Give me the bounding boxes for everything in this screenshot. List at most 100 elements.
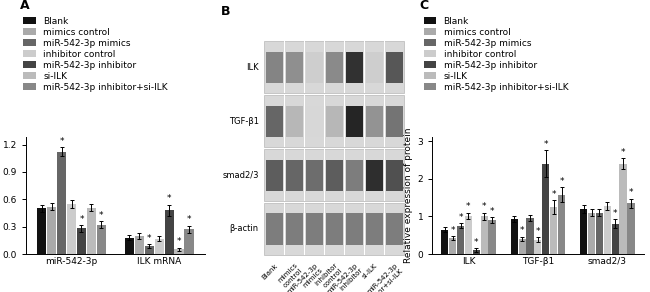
Bar	[57, 152, 66, 254]
Text: *: *	[450, 226, 455, 234]
Bar	[304, 203, 305, 255]
Text: *: *	[543, 140, 548, 149]
Bar	[364, 95, 365, 147]
Bar	[346, 213, 363, 244]
Bar	[326, 159, 343, 191]
Bar	[344, 149, 345, 201]
Bar	[47, 207, 57, 254]
Bar	[344, 95, 345, 147]
Bar	[145, 246, 154, 254]
Bar	[87, 208, 96, 254]
Text: miR-542-3p
inhibitor: miR-542-3p inhibitor	[326, 262, 363, 292]
Bar	[384, 149, 385, 201]
Bar	[473, 250, 480, 254]
Bar	[364, 149, 365, 201]
Bar	[519, 239, 526, 254]
Bar	[185, 230, 194, 254]
Bar	[366, 106, 383, 137]
Text: *: *	[59, 137, 64, 146]
Bar	[386, 106, 402, 137]
Bar	[135, 236, 144, 254]
Text: mimics
control: mimics control	[277, 262, 304, 289]
Bar	[125, 238, 134, 254]
Bar	[480, 216, 488, 254]
Text: C: C	[419, 0, 428, 12]
Bar	[266, 52, 283, 83]
Bar	[286, 52, 302, 83]
Legend: Blank, mimics control, miR-542-3p mimics, inhibitor control, miR-542-3p inhibito: Blank, mimics control, miR-542-3p mimics…	[424, 17, 568, 92]
Bar	[326, 52, 343, 83]
Bar	[306, 52, 322, 83]
Text: miR-542-3p
inhibitor+si-ILK: miR-542-3p inhibitor+si-ILK	[356, 262, 404, 292]
Bar	[386, 213, 402, 244]
Text: *: *	[621, 148, 625, 157]
Bar	[265, 203, 404, 255]
Bar	[284, 41, 285, 93]
Bar	[384, 41, 385, 93]
Y-axis label: Relative expression of protein: Relative expression of protein	[404, 128, 413, 263]
Text: TGF-β1: TGF-β1	[229, 117, 259, 126]
Bar	[604, 206, 611, 254]
Bar	[441, 230, 448, 254]
Bar	[488, 220, 496, 254]
Bar	[344, 41, 345, 93]
Bar	[457, 226, 464, 254]
Bar	[346, 106, 363, 137]
Bar	[37, 208, 46, 254]
Bar	[284, 149, 285, 201]
Bar	[526, 218, 534, 254]
Text: miR-542-3p
mimics: miR-542-3p mimics	[286, 262, 324, 292]
Bar	[346, 159, 363, 191]
Text: *: *	[147, 234, 151, 243]
Bar	[364, 41, 365, 93]
Text: *: *	[187, 215, 191, 225]
Bar	[384, 203, 385, 255]
Bar	[265, 149, 404, 201]
Bar	[534, 240, 541, 254]
Bar	[324, 203, 325, 255]
Bar	[284, 95, 285, 147]
Bar	[67, 204, 76, 254]
Text: Blank: Blank	[261, 262, 279, 280]
Text: *: *	[99, 211, 103, 220]
Text: ILK: ILK	[246, 63, 259, 72]
Bar	[286, 213, 302, 244]
Text: *: *	[489, 207, 494, 216]
Bar	[284, 203, 285, 255]
Bar	[286, 106, 302, 137]
Bar	[97, 225, 106, 254]
Bar	[588, 213, 595, 254]
Text: *: *	[613, 209, 617, 218]
Text: *: *	[466, 202, 471, 211]
Bar	[164, 210, 174, 254]
Text: *: *	[79, 215, 84, 224]
Text: *: *	[474, 238, 478, 247]
Bar	[344, 203, 345, 255]
Bar	[384, 95, 385, 147]
Bar	[306, 159, 322, 191]
Bar	[155, 239, 164, 254]
Bar	[324, 95, 325, 147]
Bar	[580, 209, 588, 254]
Text: A: A	[20, 0, 29, 12]
Bar	[174, 249, 183, 254]
Bar	[304, 41, 305, 93]
Bar	[77, 228, 86, 254]
Bar	[449, 238, 456, 254]
Bar	[346, 52, 363, 83]
Bar	[366, 52, 383, 83]
Text: *: *	[536, 227, 540, 236]
Bar	[265, 95, 404, 147]
Bar	[304, 95, 305, 147]
Text: *: *	[551, 190, 556, 199]
Text: B: B	[220, 5, 230, 18]
Bar	[386, 159, 402, 191]
Text: *: *	[177, 237, 181, 246]
Text: *: *	[520, 226, 525, 235]
Bar	[265, 41, 404, 93]
Bar	[286, 159, 302, 191]
Text: *: *	[482, 202, 486, 211]
Bar	[596, 213, 603, 254]
Text: si-ILK: si-ILK	[361, 262, 379, 279]
Bar	[366, 213, 383, 244]
